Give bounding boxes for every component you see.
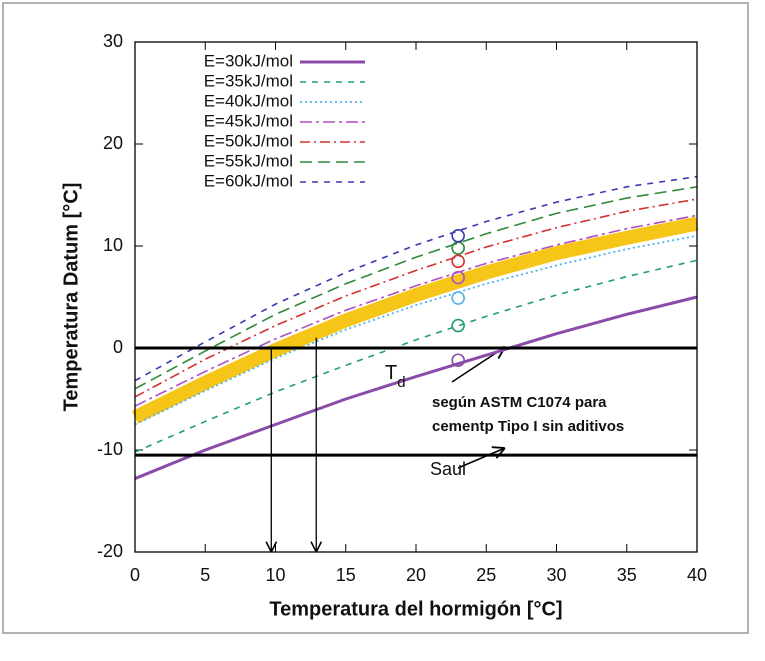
marker: [451, 291, 465, 305]
series-line: [134, 295, 698, 480]
x-tick-label: 25: [476, 565, 496, 585]
plot-frame: [134, 41, 698, 553]
y-tick-label: 20: [103, 133, 123, 153]
marker: [451, 353, 465, 368]
legend-label: E=35kJ/mol: [204, 71, 293, 90]
x-tick-label: 10: [265, 565, 285, 585]
y-tick-label: -10: [97, 439, 123, 459]
highlight-band: [131, 216, 699, 424]
x-tick-label: 5: [200, 565, 210, 585]
legend-label: E=55kJ/mol: [204, 151, 293, 170]
marker: [451, 318, 465, 333]
legend-label: E=50kJ/mol: [204, 131, 293, 150]
hline-label: T: [385, 362, 397, 384]
y-tick-label: 10: [103, 235, 123, 255]
annotation: según ASTM C1074 para: [432, 394, 607, 411]
legend-label: E=30kJ/mol: [204, 51, 293, 70]
x-tick-label: 30: [546, 565, 566, 585]
legend-label: E=45kJ/mol: [204, 111, 293, 130]
x-tick-label: 35: [617, 565, 637, 585]
marker: [451, 254, 465, 269]
legend-label: E=60kJ/mol: [204, 171, 293, 190]
x-tick-label: 20: [406, 565, 426, 585]
marker: [451, 229, 465, 243]
marker: [451, 241, 465, 255]
y-tick-label: 0: [113, 337, 123, 357]
x-tick-label: 0: [130, 565, 140, 585]
x-axis-label: Temperatura del hormigón [°C]: [269, 598, 562, 620]
series-line: [134, 214, 698, 407]
x-tick-label: 40: [687, 565, 707, 585]
series-line: [134, 234, 698, 426]
annotation: cementp Tipo I sin aditivos: [432, 418, 624, 435]
series-line: [134, 259, 698, 453]
legend-label: E=40kJ/mol: [204, 91, 293, 110]
hline-label: Saul: [430, 459, 466, 479]
marker: [451, 270, 465, 285]
y-tick-label: 30: [103, 31, 123, 51]
hline-subscript: d: [397, 374, 405, 391]
hline-label: Td: [385, 362, 406, 391]
x-tick-label: 15: [336, 565, 356, 585]
y-tick-label: -20: [97, 541, 123, 561]
y-axis-label: Temperatura Datum [°C]: [60, 183, 82, 412]
series-line: [134, 186, 698, 390]
pointer: [457, 448, 505, 469]
series-line: [134, 175, 698, 382]
frame: [2, 2, 749, 634]
